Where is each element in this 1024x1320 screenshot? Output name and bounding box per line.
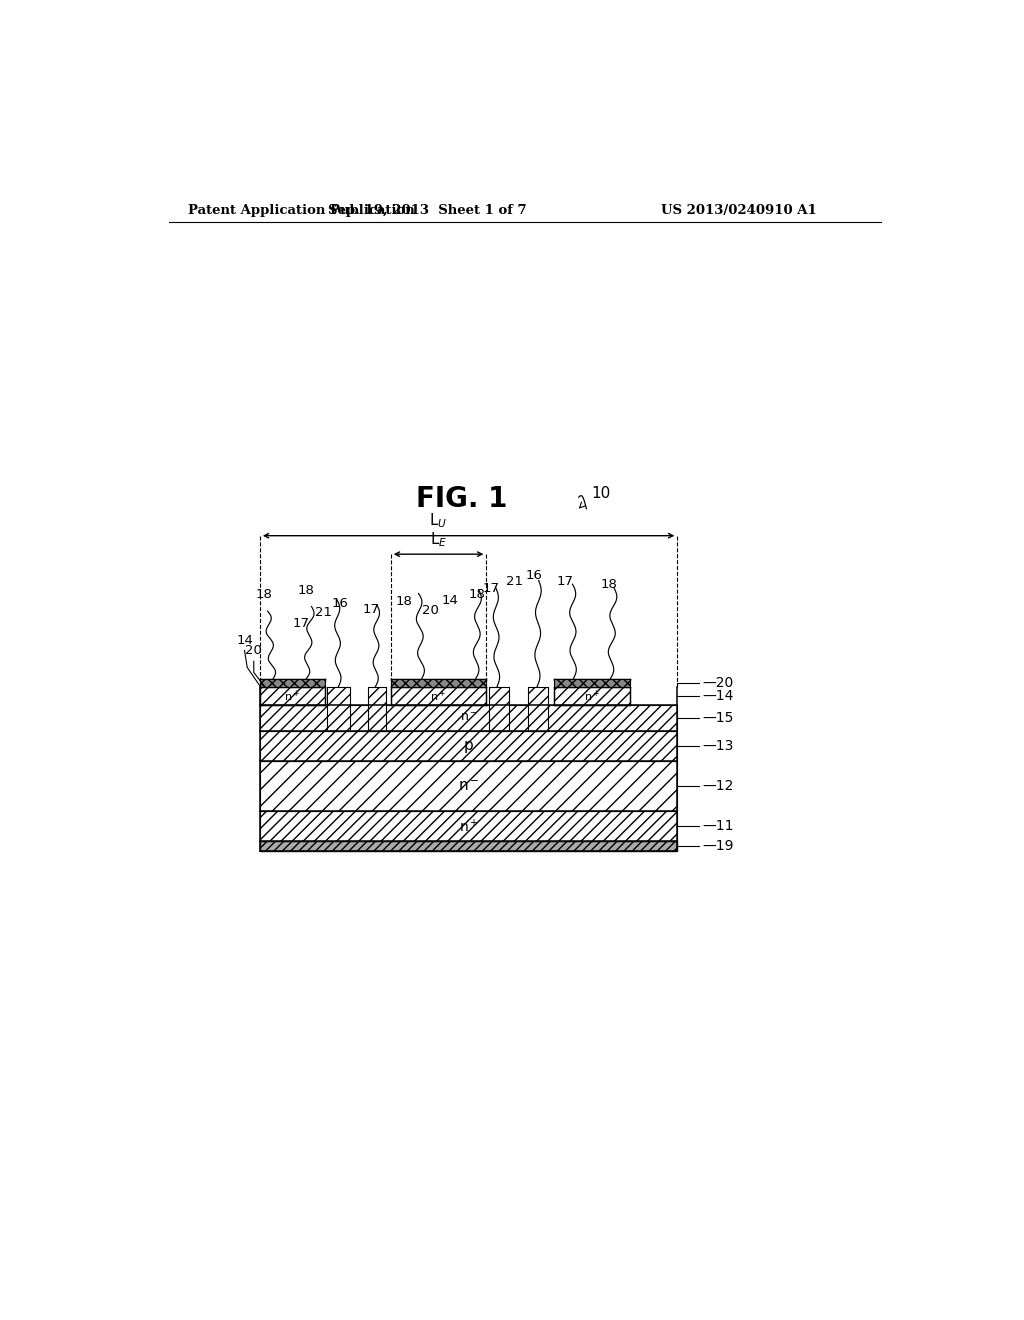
Bar bbox=[368, 686, 386, 730]
Text: 16: 16 bbox=[525, 569, 543, 582]
Text: Sep. 19, 2013  Sheet 1 of 7: Sep. 19, 2013 Sheet 1 of 7 bbox=[328, 205, 526, 218]
Text: 20: 20 bbox=[423, 605, 439, 618]
Text: —15: —15 bbox=[701, 710, 733, 725]
Text: n$^-$: n$^-$ bbox=[460, 711, 477, 725]
Text: 17: 17 bbox=[293, 616, 310, 630]
Bar bbox=[327, 686, 350, 730]
Text: n$^+$: n$^+$ bbox=[430, 688, 446, 704]
Text: —13: —13 bbox=[701, 739, 733, 752]
Text: n$^+$: n$^+$ bbox=[459, 817, 478, 836]
Text: p: p bbox=[464, 738, 473, 754]
Text: 18: 18 bbox=[255, 589, 272, 601]
Text: 20: 20 bbox=[246, 644, 262, 657]
Text: FIG. 1: FIG. 1 bbox=[416, 484, 507, 512]
Text: —19: —19 bbox=[701, 840, 733, 854]
Bar bbox=[260, 678, 325, 686]
Bar bbox=[391, 678, 486, 686]
Bar bbox=[368, 686, 386, 730]
Text: Patent Application Publication: Patent Application Publication bbox=[188, 205, 415, 218]
Text: —11: —11 bbox=[701, 820, 733, 833]
Text: 10: 10 bbox=[591, 486, 610, 500]
Text: US 2013/0240910 A1: US 2013/0240910 A1 bbox=[660, 205, 817, 218]
Bar bbox=[554, 678, 630, 686]
Bar bbox=[327, 686, 350, 730]
Text: 17: 17 bbox=[362, 603, 379, 615]
Bar bbox=[260, 812, 677, 841]
Text: n$^-$: n$^-$ bbox=[458, 779, 479, 793]
Bar bbox=[391, 686, 486, 705]
Text: 14: 14 bbox=[441, 594, 459, 607]
Bar bbox=[260, 686, 325, 705]
Text: 18: 18 bbox=[395, 595, 413, 609]
Bar bbox=[260, 762, 677, 812]
Text: 14: 14 bbox=[237, 634, 253, 647]
Bar bbox=[260, 841, 677, 851]
Text: 18: 18 bbox=[601, 578, 617, 591]
Text: n$^+$: n$^+$ bbox=[284, 688, 300, 704]
Text: 17: 17 bbox=[482, 582, 500, 595]
Bar bbox=[488, 686, 509, 730]
Text: 18: 18 bbox=[469, 589, 485, 601]
Text: 17: 17 bbox=[556, 576, 573, 589]
Bar bbox=[528, 686, 548, 730]
Bar bbox=[260, 730, 677, 762]
Text: 16: 16 bbox=[332, 598, 348, 610]
Bar bbox=[488, 686, 509, 730]
Text: —14: —14 bbox=[701, 689, 733, 702]
Text: —12: —12 bbox=[701, 779, 733, 793]
Text: L$_U$: L$_U$ bbox=[429, 512, 446, 531]
Text: L$_E$: L$_E$ bbox=[430, 531, 447, 549]
Text: 21: 21 bbox=[506, 576, 522, 589]
Bar bbox=[528, 686, 548, 730]
Text: —20: —20 bbox=[701, 676, 733, 690]
Text: n$^+$: n$^+$ bbox=[584, 688, 600, 704]
Text: 21: 21 bbox=[314, 606, 332, 619]
Text: 18: 18 bbox=[298, 585, 314, 598]
Bar bbox=[260, 705, 677, 730]
Bar bbox=[554, 686, 630, 705]
